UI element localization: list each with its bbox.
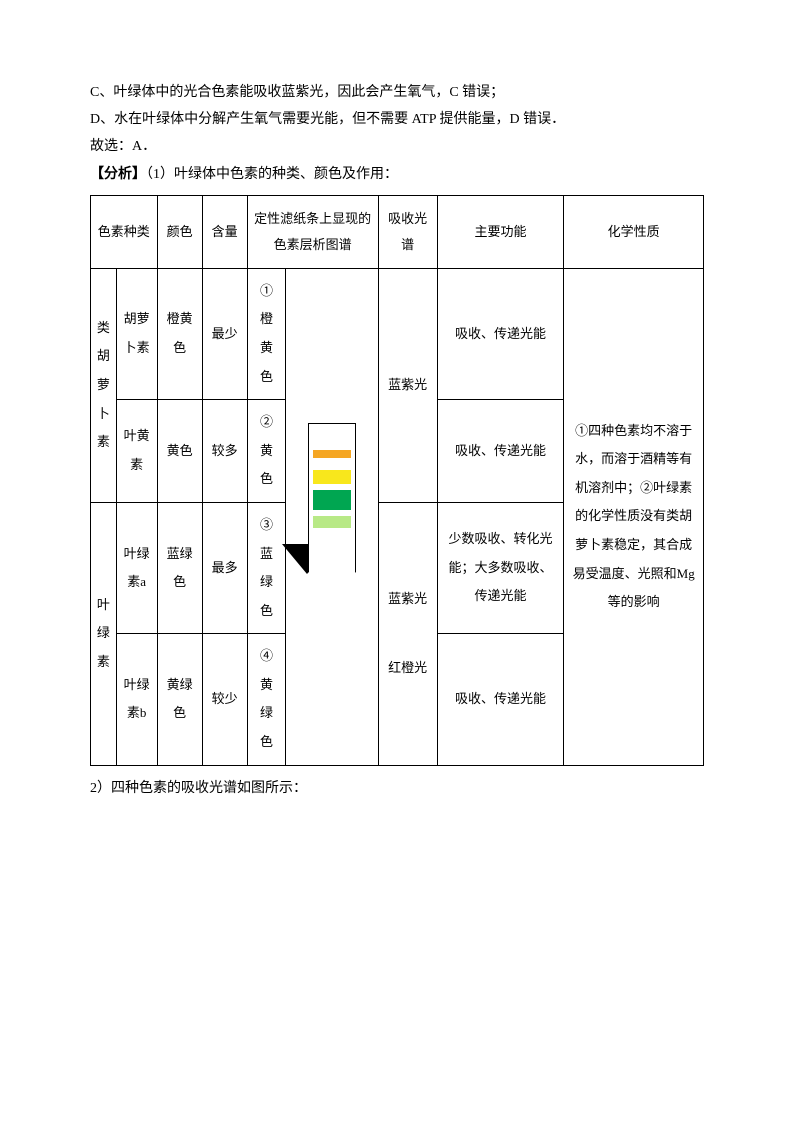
row4-name: 叶绿素b	[116, 634, 157, 765]
band-4	[313, 516, 351, 528]
row1-function: 吸收、传递光能	[437, 268, 564, 399]
header-spectrum: 吸收光谱	[378, 195, 437, 268]
row3-spectrum: 蓝紫光 红橙光	[378, 502, 437, 765]
header-chemistry: 化学性质	[564, 195, 704, 268]
row3-name: 叶绿素a	[116, 502, 157, 633]
row4-function: 吸收、传递光能	[437, 634, 564, 765]
row2-name: 叶黄素	[116, 400, 157, 503]
row2-function: 吸收、传递光能	[437, 400, 564, 503]
group1-label: 类胡萝卜素	[91, 268, 117, 502]
row3-amount: 最多	[202, 502, 247, 633]
chromatography-diagram-cell	[286, 268, 378, 765]
pigment-table-container: 色素种类 颜色 含量 定性滤纸条上显现的色素层析图谱 吸收光谱 主要功能 化学性…	[90, 195, 704, 766]
table-row: 类胡萝卜素 胡萝卜素 橙黄色 最少 ①橙黄色	[91, 268, 704, 399]
row1-name: 胡萝卜素	[116, 268, 157, 399]
chemistry-cell: ①四种色素均不溶于水，而溶于酒精等有机溶剂中；②叶绿素的化学性质没有类胡萝卜素稳…	[564, 268, 704, 765]
row4-amount: 较少	[202, 634, 247, 765]
analysis-label: 【分析】	[90, 167, 146, 182]
row2-color: 黄色	[157, 400, 202, 503]
analysis-text: （1）叶绿体中色素的种类、颜色及作用：	[146, 167, 398, 182]
spectrum-b: 红橙光	[385, 654, 431, 683]
row1-spectrum: 蓝紫光	[378, 268, 437, 502]
pigment-table: 色素种类 颜色 含量 定性滤纸条上显现的色素层析图谱 吸收光谱 主要功能 化学性…	[90, 195, 704, 766]
row3-function: 少数吸收、转化光能；大多数吸收、传递光能	[437, 502, 564, 633]
header-chromatography: 定性滤纸条上显现的色素层析图谱	[247, 195, 378, 268]
spectrum-a: 蓝紫光	[385, 585, 431, 614]
chromatography-strip	[308, 423, 356, 600]
band-1	[313, 450, 351, 458]
row1-color: 橙黄色	[157, 268, 202, 399]
group2-label: 叶绿素	[91, 502, 117, 765]
header-color: 颜色	[157, 195, 202, 268]
header-amount: 含量	[202, 195, 247, 268]
band-2	[313, 470, 351, 484]
row3-color: 蓝绿色	[157, 502, 202, 633]
answer-line: 故选：A．	[90, 134, 704, 159]
row2-band-label: ②黄色	[247, 400, 286, 503]
header-category: 色素种类	[91, 195, 158, 268]
analysis-heading: 【分析】（1）叶绿体中色素的种类、颜色及作用：	[90, 162, 704, 187]
band-3	[313, 490, 351, 510]
row2-amount: 较多	[202, 400, 247, 503]
text-line-c: C、叶绿体中的光合色素能吸收蓝紫光，因此会产生氧气，C 错误；	[90, 80, 704, 105]
text-line-d: D、水在叶绿体中分解产生氧气需要光能，但不需要 ATP 提供能量，D 错误．	[90, 107, 704, 132]
row4-color: 黄绿色	[157, 634, 202, 765]
row4-band-label: ④黄绿色	[247, 634, 286, 765]
table-header-row: 色素种类 颜色 含量 定性滤纸条上显现的色素层析图谱 吸收光谱 主要功能 化学性…	[91, 195, 704, 268]
row1-amount: 最少	[202, 268, 247, 399]
header-function: 主要功能	[437, 195, 564, 268]
footer-text: 2）四种色素的吸收光谱如图所示：	[90, 776, 704, 801]
row1-band-label: ①橙黄色	[247, 268, 286, 399]
row3-band-label: ③蓝绿色	[247, 502, 286, 633]
